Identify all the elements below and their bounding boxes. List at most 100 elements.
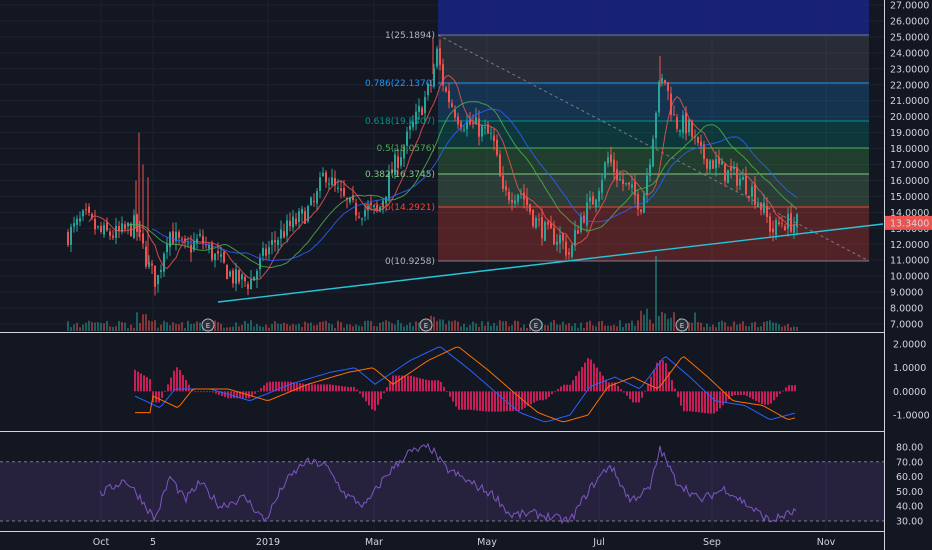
candle-body <box>604 162 606 178</box>
volume-bar <box>277 323 279 331</box>
macd-histogram-bar <box>314 384 316 392</box>
earnings-marker-label: E <box>534 322 538 330</box>
volume-bar <box>322 321 324 331</box>
candle-body <box>88 206 90 213</box>
macd-histogram-bar <box>476 391 478 411</box>
earnings-marker[interactable] <box>201 318 215 332</box>
volume-bar <box>403 326 405 331</box>
macd-histogram-bar <box>404 375 406 392</box>
fib-level-label: 1(25.1894) <box>385 31 435 41</box>
volume-bar <box>487 321 489 331</box>
candle-body <box>322 173 324 176</box>
price-tick-label: 11.0000 <box>890 256 929 267</box>
candle-body <box>535 217 537 228</box>
macd-histogram-bar <box>641 391 643 398</box>
macd-histogram-bar <box>596 367 598 392</box>
macd-histogram-bar <box>392 375 394 392</box>
macd-histogram-bar <box>320 384 322 392</box>
volume-bar <box>586 321 588 331</box>
trendline[interactable] <box>217 223 884 303</box>
volume-bar <box>91 322 93 331</box>
volume-bar <box>142 314 144 331</box>
volume-bar <box>619 320 621 331</box>
macd-histogram-bar <box>560 386 562 392</box>
volume-bar <box>253 326 255 331</box>
candle-body <box>334 178 336 186</box>
candle-body <box>262 248 264 256</box>
volume-bar <box>508 326 510 331</box>
candle-body <box>190 244 192 253</box>
volume-bar <box>250 320 252 331</box>
volume-bar <box>289 325 291 331</box>
macd-histogram-bar <box>701 391 703 413</box>
volume-bar <box>595 326 597 331</box>
earnings-marker[interactable] <box>529 318 543 332</box>
rsi-tick-label: 30.00 <box>896 517 923 528</box>
candle-body <box>661 77 663 84</box>
volume-bar <box>226 327 228 331</box>
candle-body <box>721 161 723 165</box>
macd-histogram-bar <box>497 391 499 412</box>
volume-bar <box>796 326 798 331</box>
volume-bar <box>331 324 333 331</box>
volume-bar <box>661 311 663 331</box>
volume-bar <box>703 327 705 331</box>
candle-body <box>193 241 195 251</box>
fib-level-label: 0.236(14.2921) <box>365 203 435 213</box>
volume-bar <box>472 321 474 331</box>
candle-body <box>349 197 351 203</box>
macd-histogram-bar <box>305 384 307 392</box>
volume-bar <box>502 321 504 331</box>
earnings-marker[interactable] <box>675 318 689 332</box>
candle-body <box>679 130 681 132</box>
volume-bar <box>406 324 408 331</box>
macd-histogram-bar <box>281 381 283 392</box>
candle-body <box>376 205 378 210</box>
candle-body <box>325 172 327 183</box>
candle-body <box>439 48 441 65</box>
macd-histogram-bar <box>677 391 679 398</box>
candle-body <box>295 218 297 225</box>
candle-body <box>448 90 450 103</box>
candle-body <box>94 218 96 230</box>
candle-body <box>124 224 126 229</box>
volume-bar <box>169 325 171 331</box>
rsi-tick-label: 40.00 <box>896 502 923 513</box>
candle-body <box>160 269 162 272</box>
macd-histogram-bar <box>668 371 670 392</box>
macd-histogram-bar <box>194 391 196 393</box>
volume-bar <box>160 324 162 331</box>
rsi-tick-label: 50.00 <box>896 487 923 498</box>
candle-body <box>541 217 543 239</box>
macd-histogram-bar <box>179 370 181 392</box>
volume-bar <box>550 322 552 331</box>
volume-bar <box>658 315 660 331</box>
volume-bar <box>88 320 90 331</box>
macd-histogram-bar <box>419 378 421 392</box>
earnings-marker[interactable] <box>419 318 433 332</box>
volume-bar <box>316 324 318 331</box>
candle-body <box>232 270 234 284</box>
macd-histogram-bar <box>488 391 490 412</box>
macd-histogram-bar <box>518 391 520 411</box>
candle-body <box>172 231 174 244</box>
macd-histogram-bar <box>482 391 484 412</box>
volume-bar <box>736 324 738 331</box>
last-price-tag[interactable] <box>885 215 932 230</box>
volume-bar <box>763 321 765 331</box>
macd-histogram-bar <box>776 391 778 398</box>
candle-body <box>331 177 333 186</box>
candle-body <box>85 209 87 211</box>
candle-body <box>271 240 273 245</box>
macd-histogram-bar <box>350 386 352 392</box>
volume-bar <box>436 320 438 331</box>
macd-histogram-bar <box>494 391 496 412</box>
macd-histogram-bar <box>263 385 265 392</box>
volume-bar <box>556 324 558 331</box>
volume-bar <box>664 313 666 331</box>
volume-bar <box>505 321 507 331</box>
volume-bar <box>385 320 387 331</box>
candle-body <box>715 159 717 169</box>
volume-bar <box>496 325 498 331</box>
